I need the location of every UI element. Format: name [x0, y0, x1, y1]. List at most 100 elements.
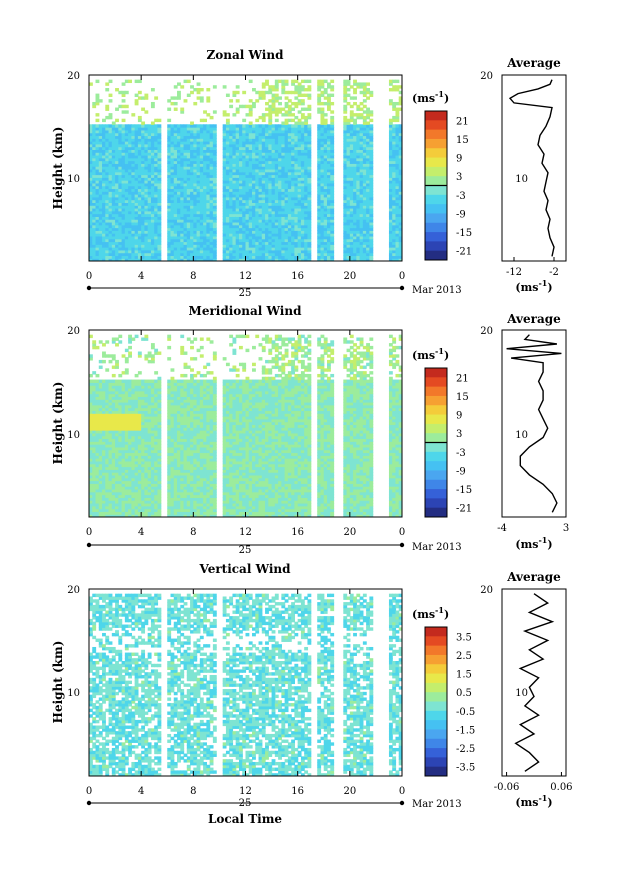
heatmap-cell	[177, 249, 181, 254]
heatmap-cell	[392, 180, 397, 184]
heatmap-cell	[147, 127, 152, 131]
heatmap-cell	[206, 230, 211, 234]
heatmap-cell	[115, 460, 119, 465]
heatmap-cell	[92, 177, 97, 181]
heatmap-cell	[105, 401, 110, 406]
heatmap-cell	[366, 113, 370, 117]
heatmap-cell	[235, 249, 240, 254]
heatmap-cell	[359, 230, 364, 234]
heatmap-cell	[173, 163, 178, 167]
heatmap-cell	[144, 188, 149, 192]
heatmap-cell	[124, 171, 129, 176]
heatmap-cell	[206, 135, 211, 139]
heatmap-cell	[108, 491, 113, 496]
heatmap-cell	[147, 157, 152, 162]
heatmap-cell	[304, 235, 309, 240]
heatmap-cell	[128, 247, 132, 251]
heatmap-cell	[327, 194, 331, 198]
heatmap-cell	[323, 177, 328, 181]
heatmap-cell	[222, 199, 227, 204]
heatmap-cell	[252, 180, 256, 184]
heatmap-cell	[248, 113, 253, 117]
heatmap-cell	[203, 194, 207, 198]
heatmap-cell	[232, 182, 237, 187]
heatmap-cell	[278, 194, 282, 198]
heatmap-cell	[398, 235, 402, 240]
heatmap-cell	[327, 160, 331, 164]
heatmap-cell	[115, 449, 119, 454]
heatmap-cell	[294, 88, 299, 92]
heatmap-cell	[98, 258, 103, 261]
heatmap-cell	[291, 182, 296, 187]
heatmap-cell	[362, 110, 367, 114]
heatmap-cell	[102, 472, 106, 476]
heatmap-cell	[141, 127, 146, 131]
heatmap-cell	[261, 207, 266, 212]
heatmap-cell	[102, 382, 106, 386]
heatmap-cell	[398, 230, 402, 234]
heatmap-cell	[190, 185, 194, 190]
heatmap-cell	[261, 157, 266, 162]
heatmap-cell	[190, 168, 194, 173]
heatmap-cell	[252, 127, 256, 131]
heatmap-cell	[395, 160, 400, 164]
heatmap-cell	[190, 199, 194, 204]
heatmap-cell	[359, 188, 364, 192]
heatmap-cell	[147, 182, 152, 187]
heatmap-cell	[297, 216, 302, 220]
heatmap-cell	[134, 143, 139, 148]
heatmap-cell	[245, 235, 250, 240]
heatmap-cell	[144, 202, 149, 206]
heatmap-cell	[281, 132, 286, 137]
heatmap-cell	[115, 199, 119, 204]
heatmap-cell	[190, 143, 194, 148]
heatmap-cell	[359, 138, 364, 142]
heatmap-cell	[206, 99, 211, 103]
heatmap-cell	[115, 180, 119, 184]
heatmap-cell	[203, 143, 207, 148]
heatmap-cell	[177, 238, 181, 243]
heatmap-cell	[209, 247, 214, 251]
heatmap-cell	[124, 168, 129, 173]
heatmap-cell	[268, 255, 273, 259]
heatmap-cell	[193, 258, 198, 261]
heatmap-cell	[238, 135, 243, 139]
heatmap-cell	[102, 216, 106, 220]
heatmap-cell	[147, 177, 152, 181]
heatmap-cell	[317, 138, 322, 142]
heatmap-cell	[89, 127, 93, 131]
heatmap-cell	[131, 247, 136, 251]
heatmap-cell	[134, 216, 139, 220]
heatmap-cell	[281, 124, 286, 128]
heatmap-cell	[137, 249, 142, 254]
heatmap-cell	[225, 166, 230, 170]
heatmap-cell	[98, 241, 103, 245]
heatmap-cell	[111, 413, 116, 417]
heatmap-cell	[134, 101, 139, 106]
heatmap-cell	[173, 180, 178, 184]
heatmap-cell	[177, 141, 181, 145]
heatmap-cell	[235, 177, 240, 181]
heatmap-cell	[167, 99, 172, 103]
heatmap-cell	[297, 135, 302, 139]
heatmap-cell	[92, 385, 97, 389]
heatmap-cell	[388, 258, 393, 261]
heatmap-cell	[177, 143, 181, 148]
heatmap-cell	[359, 255, 364, 259]
heatmap-cell	[150, 238, 155, 243]
heatmap-cell	[225, 127, 230, 131]
heatmap-cell	[137, 244, 142, 248]
heatmap-cell	[111, 421, 116, 426]
heatmap-cell	[196, 227, 201, 231]
heatmap-cell	[92, 171, 97, 176]
heatmap-cell	[284, 194, 289, 198]
heatmap-cell	[170, 221, 175, 226]
heatmap-cell	[92, 244, 97, 248]
heatmap-cell	[307, 132, 312, 137]
heatmap-cell	[203, 196, 207, 201]
heatmap-cell	[199, 168, 204, 173]
heatmap-cell	[274, 149, 279, 153]
heatmap-cell	[346, 199, 351, 204]
heatmap-cell	[261, 171, 266, 176]
heatmap-cell	[105, 382, 110, 386]
